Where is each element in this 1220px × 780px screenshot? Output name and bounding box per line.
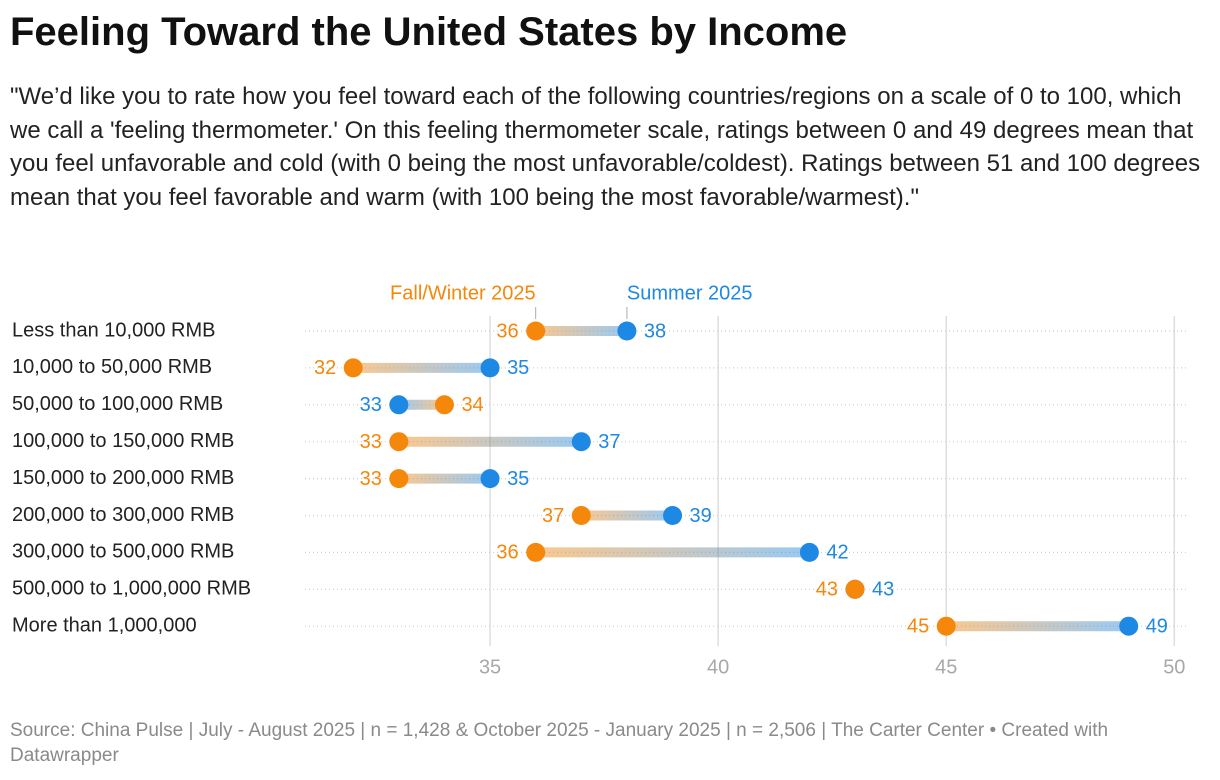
y-tick-label: 300,000 to 500,000 RMB	[12, 541, 234, 563]
value-label: 34	[461, 394, 483, 416]
value-label: 43	[872, 579, 894, 601]
value-label: 36	[496, 320, 518, 342]
y-tick-label: 50,000 to 100,000 RMB	[12, 393, 223, 415]
value-label: 33	[360, 468, 382, 490]
y-tick-label: More than 1,000,000	[12, 614, 197, 636]
value-label: 36	[496, 542, 518, 564]
dot	[389, 432, 409, 452]
value-label: 38	[644, 320, 666, 342]
value-label: 32	[314, 357, 336, 379]
value-label: 37	[598, 431, 620, 453]
value-label: 45	[907, 615, 929, 637]
legend-label: Fall/Winter 2025	[390, 282, 536, 304]
chart-title: Feeling Toward the United States by Inco…	[10, 10, 848, 54]
source-note: Source: China Pulse | July - August 2025…	[10, 720, 1109, 766]
x-tick-label: 35	[479, 656, 501, 678]
y-tick-label: 10,000 to 50,000 RMB	[12, 356, 212, 378]
value-label: 37	[542, 505, 564, 527]
dot	[389, 469, 409, 489]
dot	[480, 469, 500, 489]
dot	[799, 542, 819, 562]
dot	[343, 358, 363, 378]
dot	[663, 506, 683, 525]
dot	[936, 616, 956, 636]
value-label: 33	[360, 394, 382, 416]
value-label: 49	[1146, 615, 1168, 637]
value-label: 35	[507, 468, 529, 490]
dot	[526, 321, 546, 341]
y-tick-label: 150,000 to 200,000 RMB	[12, 467, 234, 489]
x-tick-label: 50	[1163, 656, 1185, 678]
dot	[434, 395, 454, 415]
value-label: 33	[360, 431, 382, 453]
dot	[845, 579, 865, 599]
chart: 35 40 45 50 Less than 10,000 RMB 38 36 10,000 t…	[12, 282, 1188, 678]
y-tick-label: 500,000 to 1,000,000 RMB	[12, 578, 251, 600]
dot	[617, 321, 637, 341]
x-tick-label: 40	[707, 656, 729, 678]
y-tick-label: Less than 10,000 RMB	[12, 319, 215, 341]
value-label: 39	[690, 505, 712, 527]
dot	[389, 395, 409, 415]
legend-label: Summer 2025	[627, 282, 753, 304]
y-tick-label: 200,000 to 300,000 RMB	[12, 504, 234, 526]
dot	[526, 542, 546, 562]
x-tick-label: 45	[935, 656, 957, 678]
dot	[571, 432, 591, 452]
dot	[480, 358, 500, 378]
y-tick-label: 100,000 to 150,000 RMB	[12, 430, 234, 452]
value-label: 35	[507, 357, 529, 379]
value-label: 42	[826, 542, 848, 564]
chart-subtitle: "We’d like you to rate how you feel towa…	[10, 83, 1201, 211]
dot	[1119, 616, 1139, 636]
value-label: 43	[816, 579, 838, 601]
dot	[571, 506, 591, 525]
